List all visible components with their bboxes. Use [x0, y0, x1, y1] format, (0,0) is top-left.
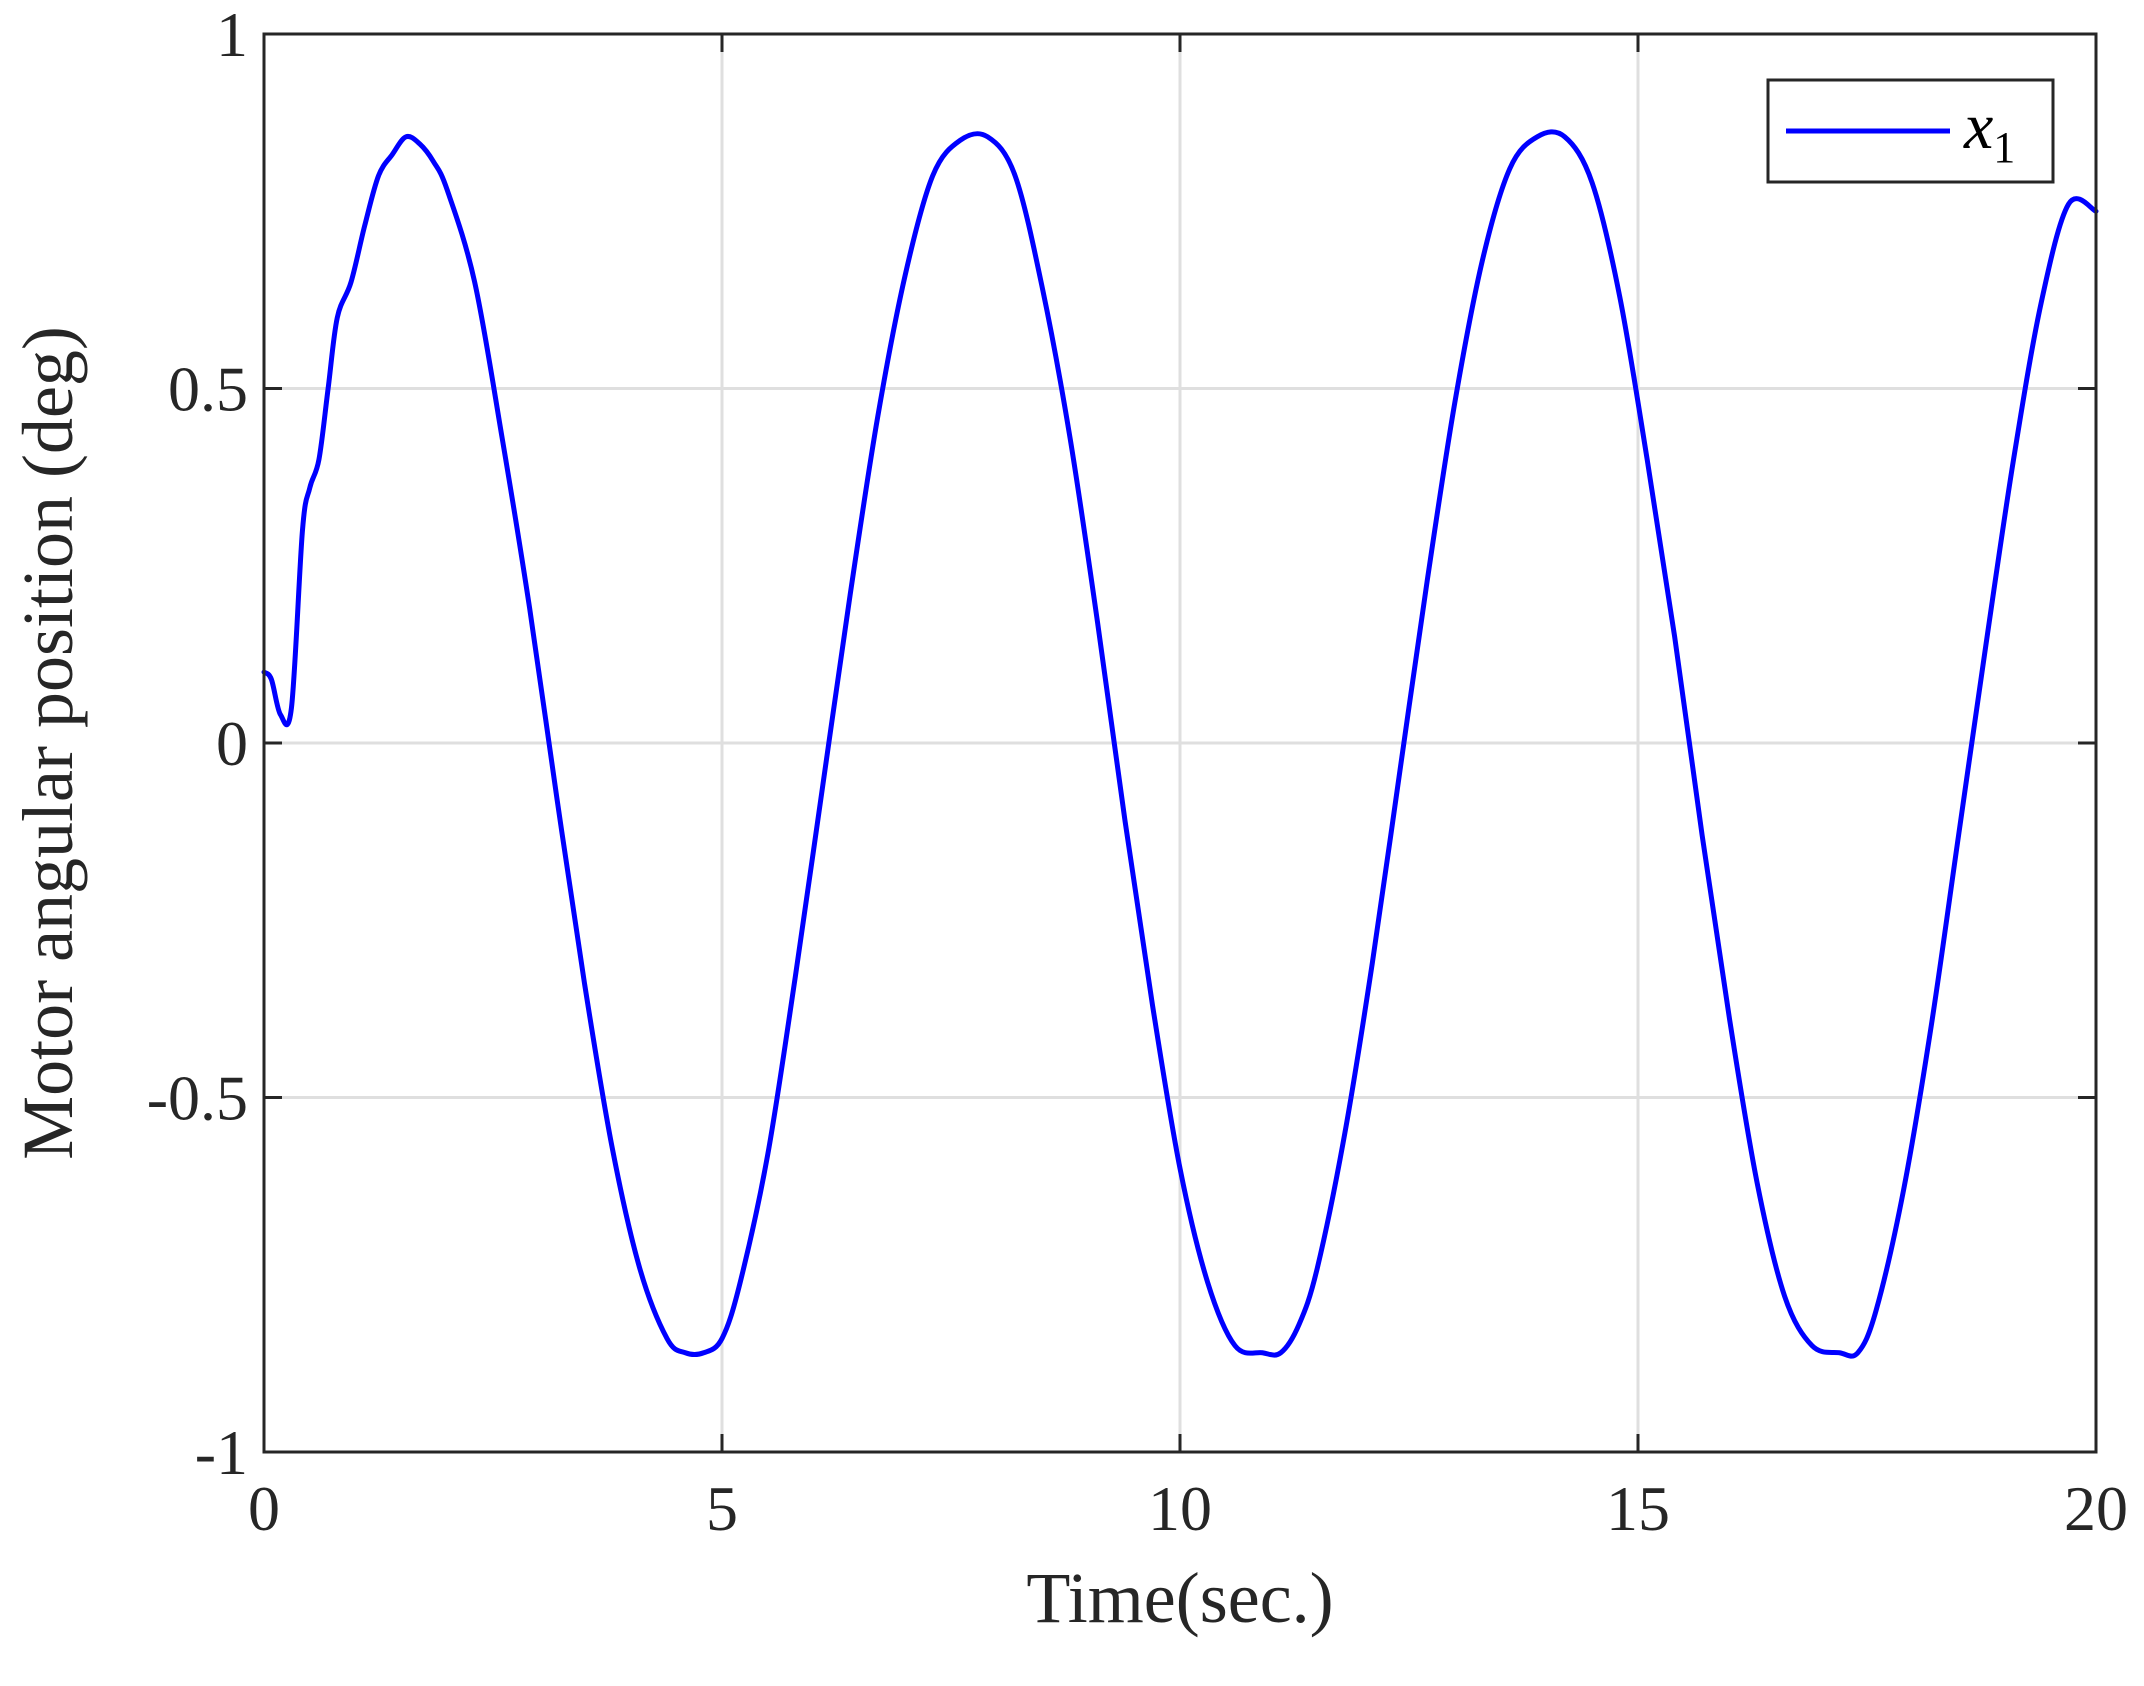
y-axis-label: Motor angular position (deg) — [8, 326, 88, 1160]
x-tick-label: 5 — [706, 1473, 738, 1544]
series-layer — [261, 129, 2099, 1359]
x-tick-label: 20 — [2064, 1473, 2128, 1544]
legend-label-main: x — [1963, 90, 1993, 163]
grid-layer — [264, 34, 2096, 1452]
legend-label: x1 — [1963, 90, 2015, 172]
tick-mark-layer — [262, 32, 2098, 1454]
legend-label-subscript: 1 — [1993, 123, 2015, 172]
y-tick-label: 1 — [216, 0, 248, 70]
x-tick-labels: 0 5 10 15 20 — [248, 1473, 2128, 1544]
x-tick-label: 15 — [1606, 1473, 1670, 1544]
x-tick-label: 10 — [1148, 1473, 1212, 1544]
x-axis-label: Time(sec.) — [1026, 1558, 1333, 1638]
x-tick-label: 0 — [248, 1473, 280, 1544]
y-tick-label: -1 — [195, 1417, 248, 1488]
y-tick-label: -0.5 — [147, 1063, 248, 1134]
series-line-x1 — [261, 129, 2099, 1359]
legend: x1 — [1766, 78, 2055, 184]
y-tick-labels: -1 -0.5 0 0.5 1 — [147, 0, 248, 1488]
y-tick-label: 0 — [216, 708, 248, 779]
plot-area — [261, 32, 2099, 1454]
y-tick-label: 0.5 — [168, 354, 248, 425]
